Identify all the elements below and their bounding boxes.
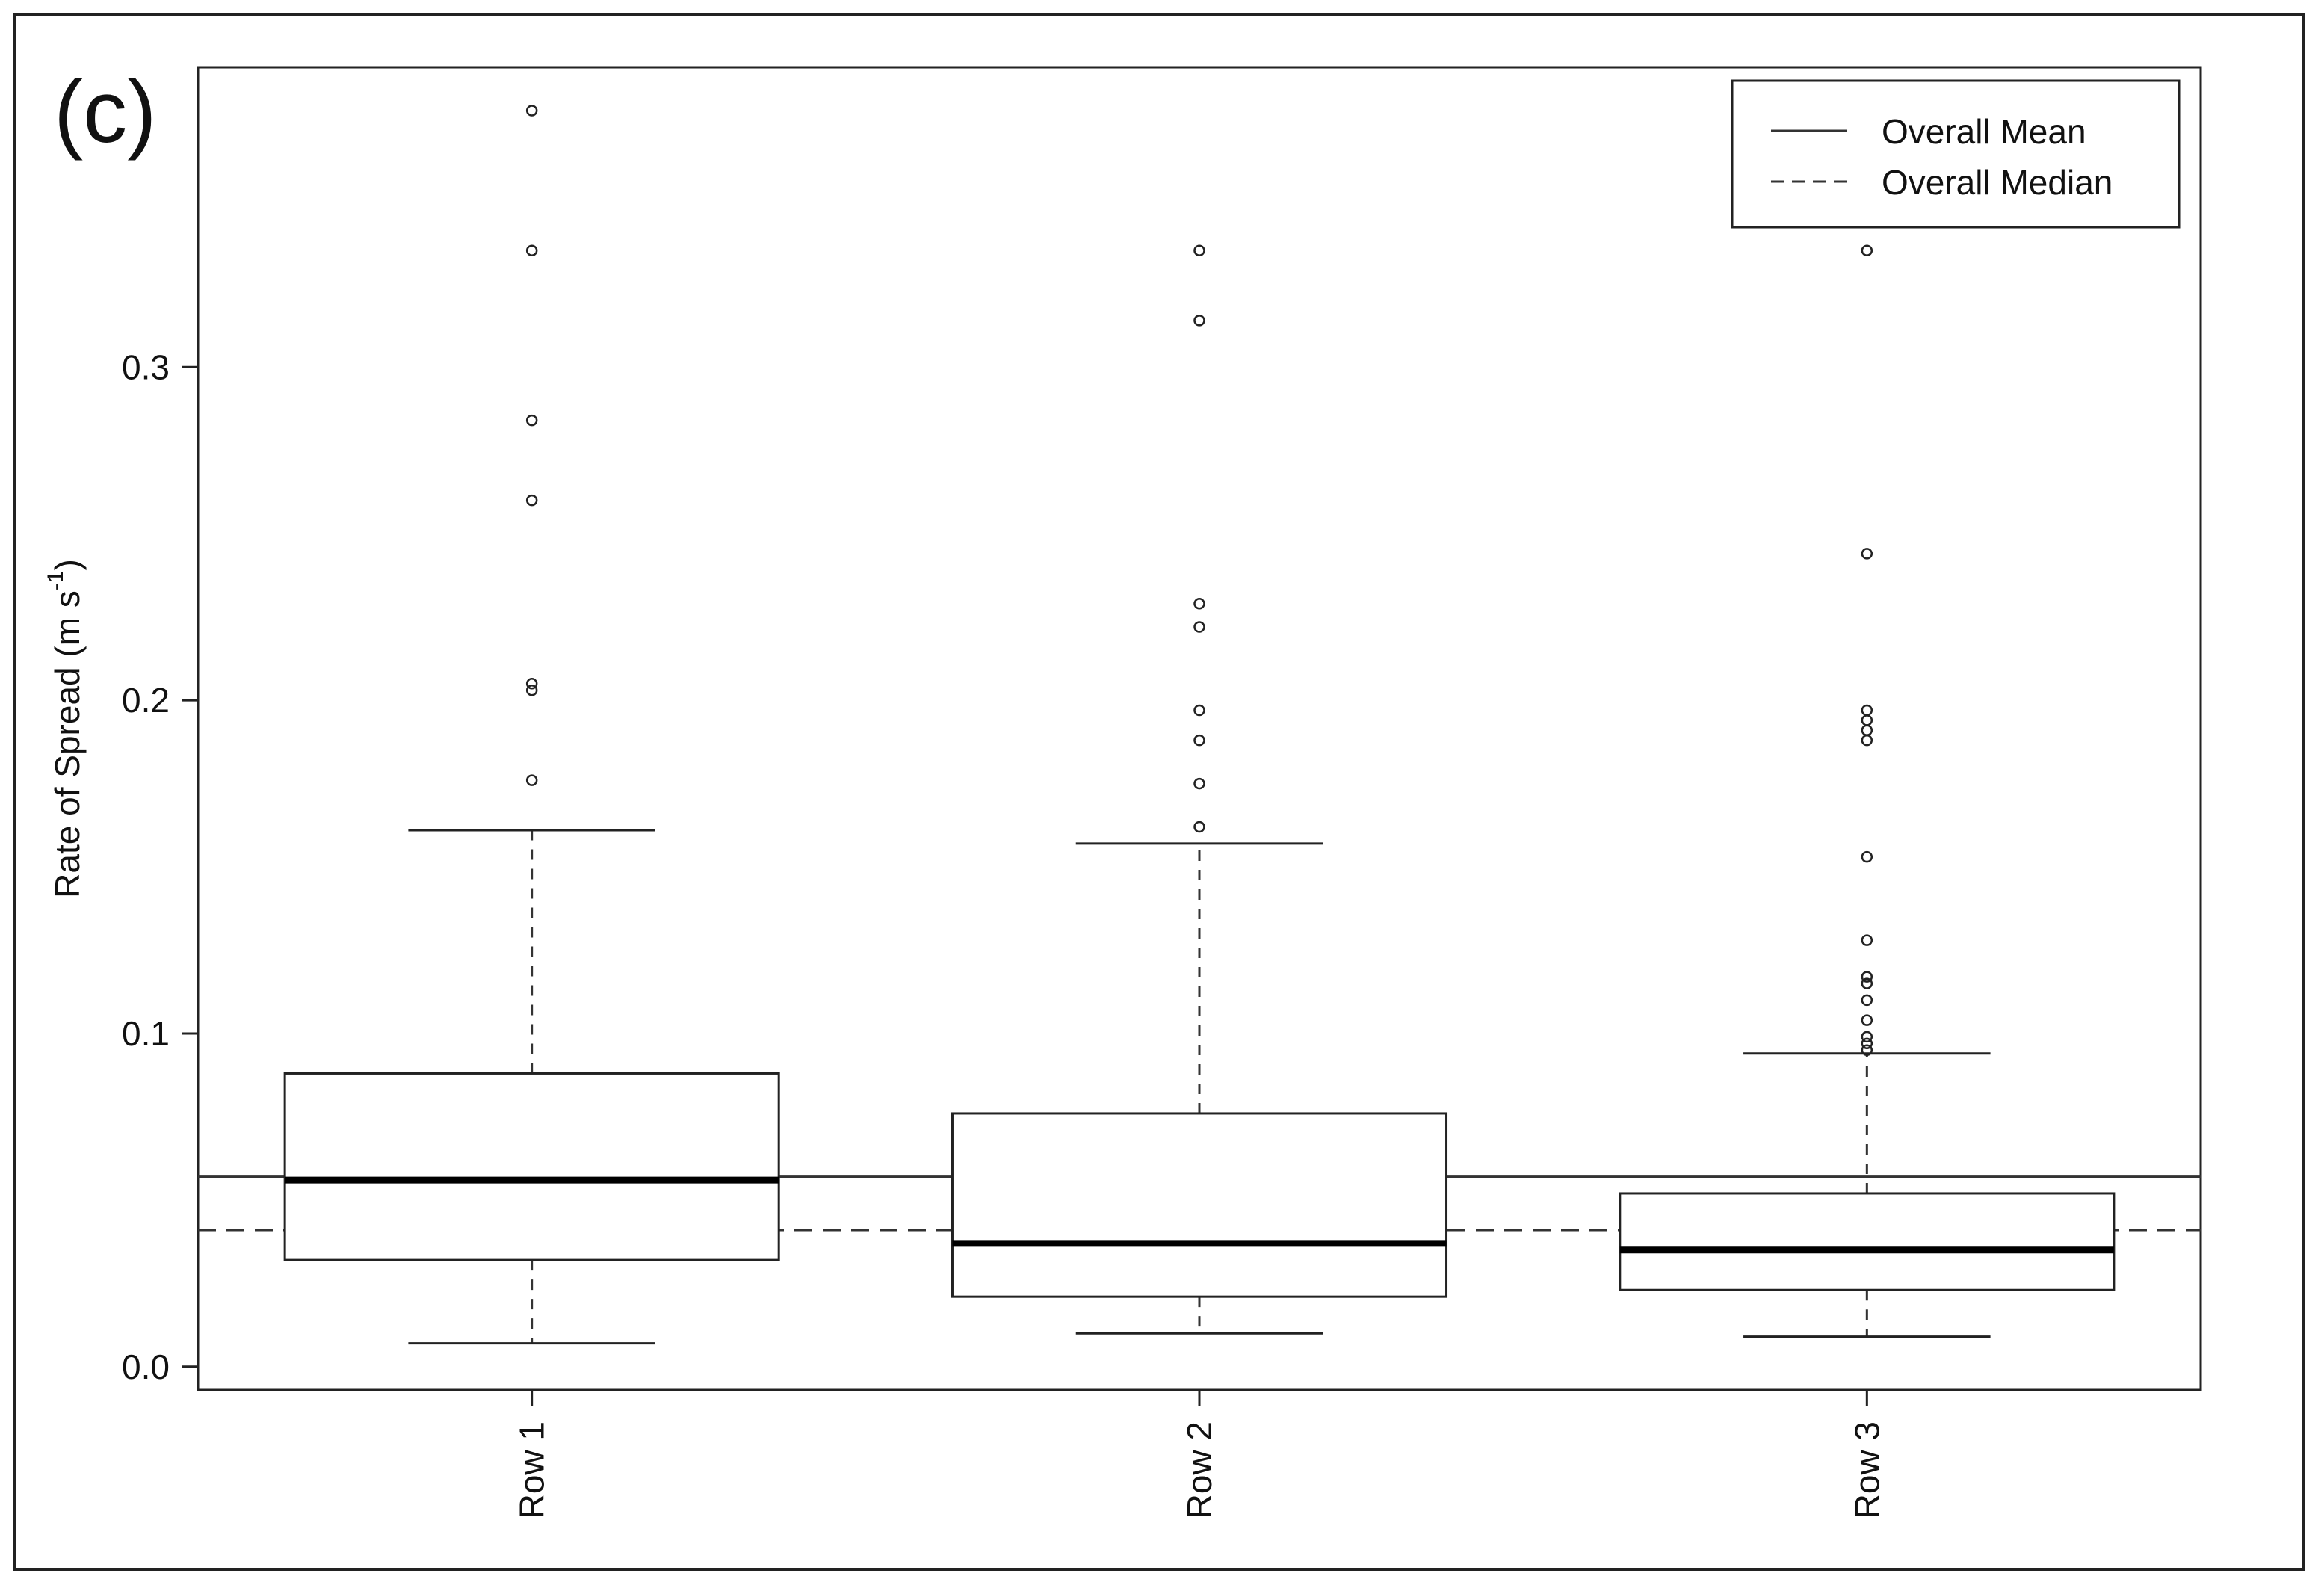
outlier-10: [1861, 724, 1873, 736]
outlier-6: [1861, 971, 1873, 983]
iqr-box: [951, 1112, 1448, 1298]
legend-label-overall-mean: Overall Mean: [1882, 112, 2086, 151]
outlier-6: [1193, 315, 1205, 327]
outlier-3: [525, 494, 538, 507]
outlier-14: [1861, 244, 1873, 256]
boxes: [283, 105, 2116, 1345]
outlier-12: [1861, 704, 1873, 717]
box-1: [283, 105, 780, 1345]
y-tick-label-0: 0.0: [122, 1347, 170, 1386]
outlier-1: [525, 684, 538, 696]
y-tick-label-2: 0.2: [122, 681, 170, 720]
y-axis-label: Rate of Spread (m s-1): [43, 559, 87, 898]
y-tick-label-3: 0.3: [122, 347, 170, 386]
outlier-1: [1861, 1037, 1873, 1050]
outlier-0: [1861, 1044, 1873, 1056]
x-tick-label-1: Row 2: [1180, 1421, 1219, 1519]
x-tick-label-0: Row 1: [513, 1421, 551, 1519]
outlier-4: [1861, 994, 1873, 1007]
outlier-5: [1193, 598, 1205, 610]
outlier-0: [525, 774, 538, 786]
outlier-2: [1861, 1031, 1873, 1043]
outlier-5: [1861, 977, 1873, 989]
outlier-8: [1861, 850, 1873, 863]
outlier-3: [1861, 1014, 1873, 1026]
outlier-2: [525, 678, 538, 690]
iqr-box: [283, 1072, 780, 1261]
outlier-4: [525, 414, 538, 427]
outlier-7: [1861, 934, 1873, 946]
box-2: [951, 244, 1448, 1335]
outlier-1: [1193, 777, 1205, 790]
outlier-3: [1193, 704, 1205, 717]
outlier-0: [1193, 821, 1205, 833]
outlier-5: [525, 244, 538, 256]
legend: Overall Mean Overall Median: [1731, 79, 2181, 229]
outlier-11: [1861, 714, 1873, 726]
legend-box: [1731, 79, 2181, 229]
y-axis-label-main: Rate of Spread (m s: [48, 590, 87, 898]
panel-label: (c): [54, 63, 157, 161]
x-axis: Row 1 Row 2 Row 3: [513, 1390, 1886, 1519]
outlier-2: [1193, 734, 1205, 747]
outlier-9: [1861, 734, 1873, 747]
y-axis: 0.0 0.1 0.2 0.3: [122, 347, 198, 1386]
box-3: [1619, 244, 2116, 1338]
figure-frame: [13, 13, 2305, 1571]
outlier-4: [1193, 621, 1205, 633]
outlier-13: [1861, 548, 1873, 560]
legend-label-overall-median: Overall Median: [1882, 163, 2113, 202]
x-tick-label-2: Row 3: [1847, 1421, 1886, 1519]
y-tick-label-1: 0.1: [122, 1014, 170, 1053]
iqr-box: [1619, 1192, 2116, 1291]
outlier-6: [525, 105, 538, 117]
outlier-7: [1193, 244, 1205, 256]
y-axis-label-close: ): [48, 559, 87, 570]
y-axis-label-superscript: -1: [43, 571, 68, 591]
